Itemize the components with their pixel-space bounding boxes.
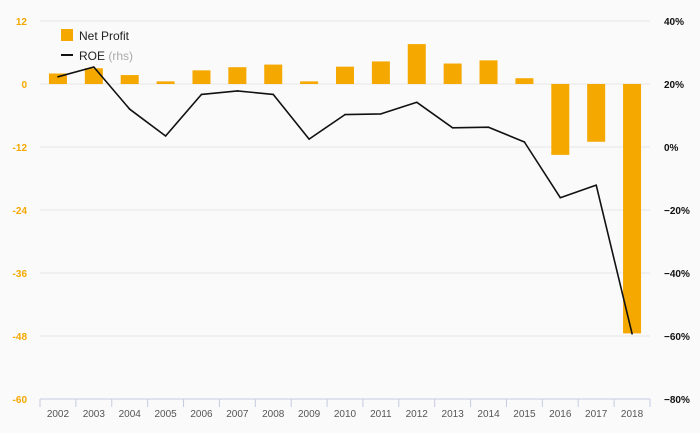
y-left-tick-label: -60 bbox=[13, 395, 28, 406]
roe-point bbox=[164, 135, 167, 137]
y-left-tick-label: 12 bbox=[16, 17, 28, 28]
roe-point bbox=[93, 66, 95, 68]
bar-net-profit bbox=[300, 81, 319, 84]
legend: Net Profit ROE (rhs) bbox=[61, 29, 133, 63]
y-left-tick-label: 0 bbox=[21, 80, 27, 91]
roe-point bbox=[487, 126, 490, 128]
roe-point bbox=[57, 75, 59, 78]
x-tick-label: 2011 bbox=[370, 409, 392, 420]
bar-net-profit bbox=[371, 61, 390, 84]
y-right-tick-label: −20% bbox=[664, 206, 690, 217]
bar-net-profit bbox=[228, 67, 247, 84]
bar-net-profit bbox=[623, 84, 642, 334]
y-right-tick-label: 40% bbox=[664, 17, 684, 28]
x-tick-label: 2009 bbox=[298, 409, 321, 420]
x-tick-label: 2015 bbox=[513, 409, 536, 420]
y-right-tick-label: 0% bbox=[664, 143, 679, 154]
legend-label-roe: ROE (rhs) bbox=[79, 49, 133, 63]
bar-net-profit bbox=[515, 78, 534, 84]
roe-point bbox=[308, 138, 310, 140]
roe-point bbox=[236, 90, 239, 92]
y-right-tick-label: −60% bbox=[664, 332, 690, 343]
x-tick-label: 2010 bbox=[334, 409, 357, 420]
y-left-tick-label: -24 bbox=[13, 206, 28, 217]
x-tick-label: 2007 bbox=[226, 409, 249, 420]
roe-point bbox=[523, 141, 526, 143]
x-tick-label: 2003 bbox=[83, 409, 106, 420]
y-left-tick-label: -48 bbox=[13, 332, 28, 343]
bar-net-profit bbox=[479, 60, 498, 84]
roe-point bbox=[200, 93, 203, 96]
x-tick-label: 2017 bbox=[585, 409, 608, 420]
x-tick-label: 2014 bbox=[477, 409, 500, 420]
roe-line-layer bbox=[57, 66, 633, 335]
roe-point bbox=[451, 126, 454, 129]
roe-line bbox=[57, 66, 633, 334]
bar-net-profit bbox=[48, 73, 67, 84]
legend-label-roe-name: ROE bbox=[79, 49, 105, 63]
bar-net-profit bbox=[264, 64, 283, 84]
legend-label-roe-suffix: (rhs) bbox=[108, 49, 133, 63]
x-tick-label: 2004 bbox=[119, 409, 142, 420]
y-left-tick-label: -12 bbox=[13, 143, 28, 154]
roe-point bbox=[631, 332, 633, 335]
bar-net-profit bbox=[407, 44, 426, 84]
roe-point bbox=[344, 113, 346, 116]
bar-net-profit bbox=[156, 81, 175, 84]
net-profit-bars bbox=[48, 44, 642, 334]
legend-swatch-net-profit bbox=[61, 29, 73, 41]
x-tick-label: 2002 bbox=[47, 409, 70, 420]
bar-net-profit bbox=[120, 75, 139, 84]
bar-net-profit bbox=[84, 68, 103, 84]
x-tick-label: 2005 bbox=[154, 409, 177, 420]
x-tick-label: 2013 bbox=[442, 409, 465, 420]
bar-net-profit bbox=[587, 84, 606, 142]
x-tick-label: 2012 bbox=[406, 409, 429, 420]
roe-point bbox=[559, 196, 562, 199]
x-tick-label: 2018 bbox=[621, 409, 644, 420]
roe-point bbox=[595, 184, 597, 186]
roe-point bbox=[272, 93, 275, 96]
bar-net-profit bbox=[443, 63, 462, 84]
bar-net-profit bbox=[192, 70, 211, 84]
roe-point bbox=[380, 113, 382, 115]
bar-net-profit bbox=[551, 84, 570, 155]
x-tick-label: 2006 bbox=[190, 409, 213, 420]
gridlines bbox=[40, 20, 650, 337]
legend-label-net-profit: Net Profit bbox=[79, 29, 130, 43]
bar-net-profit bbox=[336, 66, 354, 84]
y-left-tick-label: -36 bbox=[13, 269, 28, 280]
axes: 12 0 -12 -24 -36 -48 -60 40% 20% 0% −20% −40% −60% −8… bbox=[13, 17, 690, 420]
roe-point bbox=[415, 101, 418, 104]
y-right-tick-label: −80% bbox=[664, 395, 690, 406]
y-right-tick-label: −40% bbox=[664, 269, 690, 280]
x-tick-label: 2008 bbox=[262, 409, 285, 420]
roe-point bbox=[128, 108, 131, 110]
y-right-tick-label: 20% bbox=[664, 80, 684, 91]
x-tick-label: 2016 bbox=[549, 409, 572, 420]
